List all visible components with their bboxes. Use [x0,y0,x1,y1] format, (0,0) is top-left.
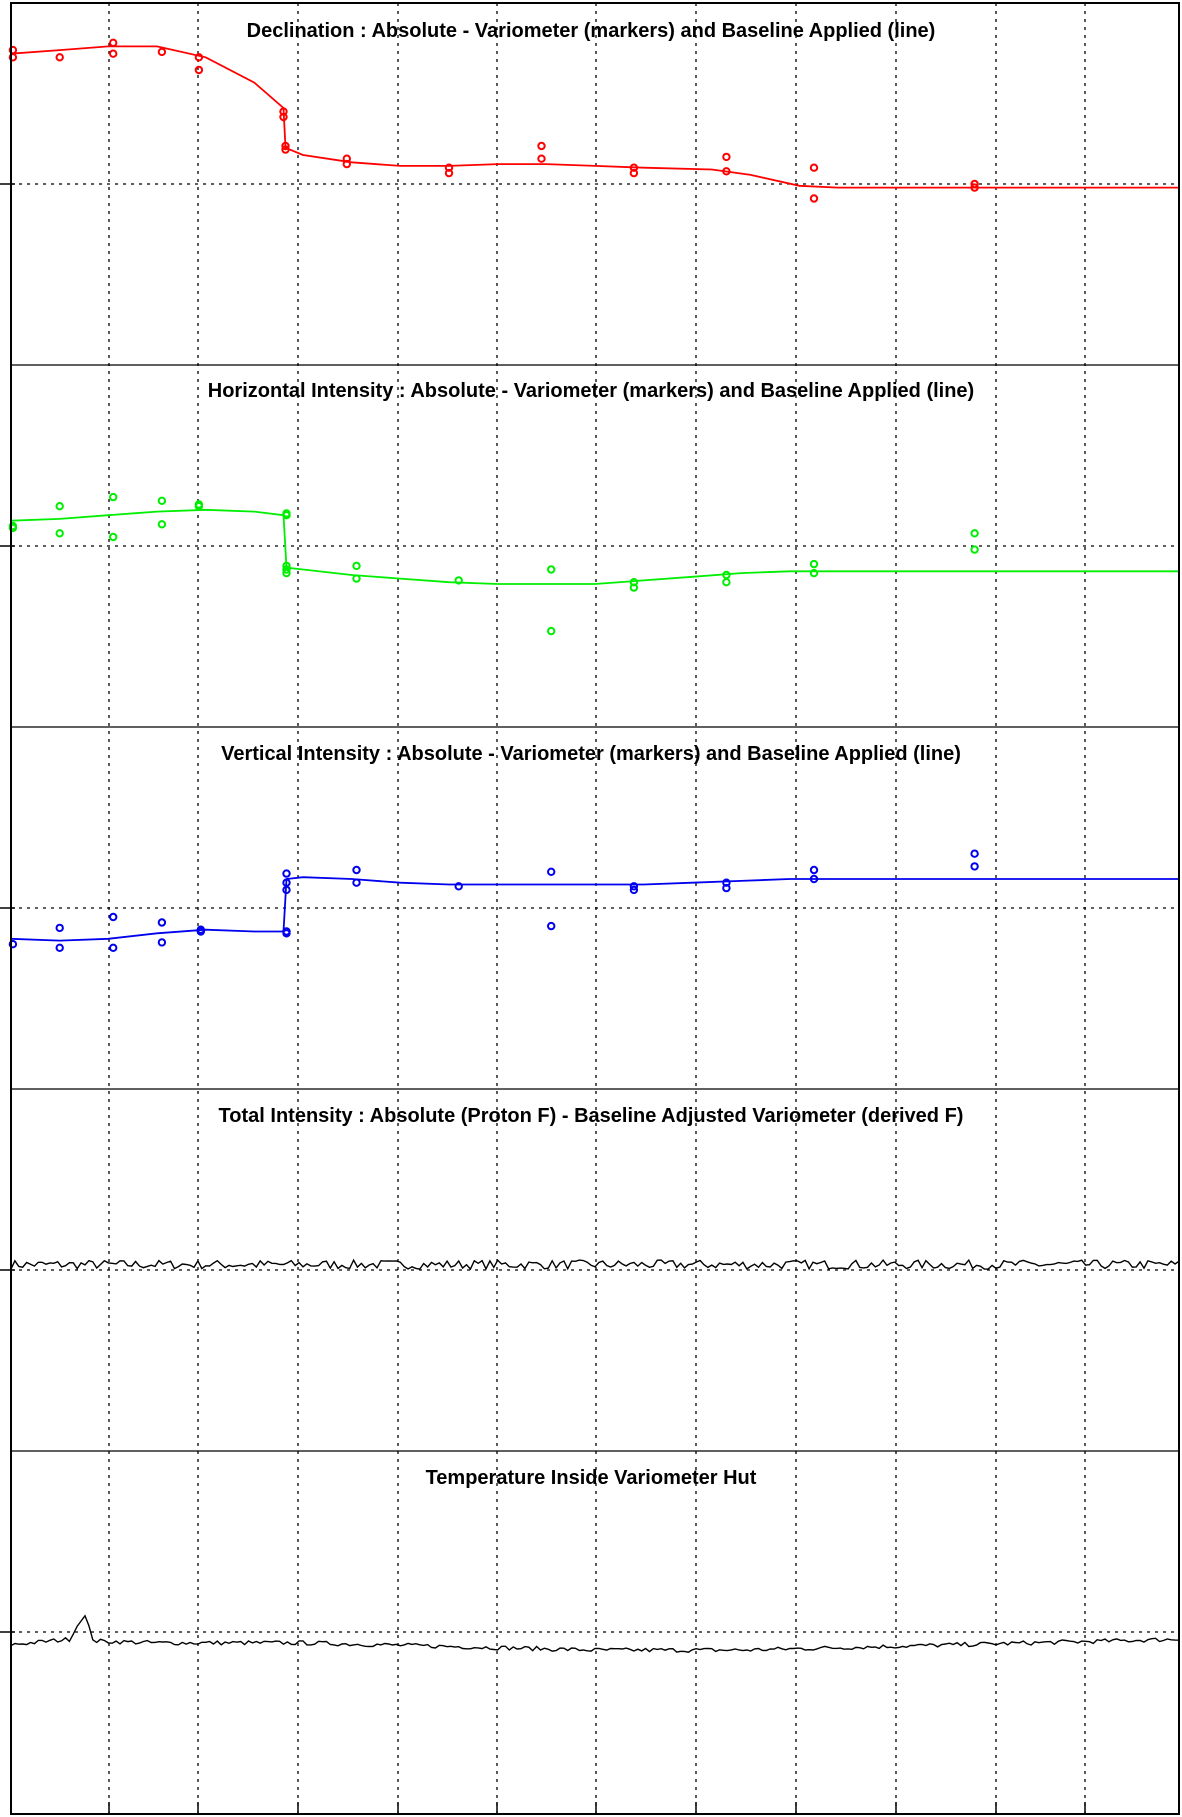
marker-panel-2-18 [454,576,463,585]
marker-panel-3-25 [809,874,819,884]
title-layer: Declination : Absolute - Variometer (mar… [208,20,974,1489]
marker-panel-1-26 [970,183,979,192]
trace-line-panel-4 [10,1258,1180,1271]
series-panel-5 [10,1614,1180,1653]
grid-layer [11,3,1179,1814]
marker-panel-1-12 [281,145,290,154]
panel-title-horizontal-intensity: Horizontal Intensity : Absolute - Variom… [208,380,974,402]
marker-panel-3-12 [282,869,291,878]
marker-panel-3-22 [722,878,731,887]
marker-panel-3-5 [109,943,118,952]
marker-panel-1-24 [809,194,819,203]
marker-panel-3-18 [547,867,556,876]
marker-panel-1-20 [629,168,639,178]
marker-panel-3-7 [157,938,167,947]
marker-panel-2-19 [547,565,556,574]
marker-panel-2-20 [547,626,556,636]
panel-title-temperature: Temperature Inside Variometer Hut [426,1467,757,1489]
marker-panel-2-10 [194,502,204,511]
marker-panel-2-28 [970,545,979,554]
marker-panel-2-24 [722,578,731,587]
marker-panel-2-7 [157,496,167,505]
marker-panel-3-26 [970,849,979,858]
baseline-line-panel-2 [10,508,1179,585]
marker-panel-1-16 [444,163,454,172]
series-panel-3 [8,849,1179,952]
panel-title-declination: Declination : Absolute - Variometer (mar… [247,20,936,42]
marker-panel-3-21 [629,885,639,895]
marker-panel-2-26 [809,568,819,578]
marker-panel-1-14 [342,159,351,169]
marker-panel-1-2 [8,53,18,62]
marker-panel-1-23 [809,163,819,172]
marker-panel-2-3 [55,502,64,511]
marker-panel-1-9 [279,107,288,116]
marker-panel-1-21 [722,152,731,162]
marker-panel-3-6 [157,918,167,927]
marker-panel-1-3 [55,53,64,62]
trace-line-panel-5 [10,1614,1180,1653]
marker-panel-3-17 [454,882,463,891]
marker-panel-3-24 [809,865,819,875]
marker-panel-2-22 [629,583,639,592]
marker-panel-3-16 [352,878,361,887]
marker-panel-3-15 [352,865,361,875]
marker-panel-2-17 [352,574,361,583]
marker-panel-1-5 [109,49,118,58]
marker-panel-2-5 [109,492,118,502]
panel-title-total-intensity: Total Intensity : Absolute (Proton F) - … [219,1105,964,1127]
marker-panel-2-25 [809,559,819,569]
baseline-line-panel-3 [10,876,1179,942]
baseline-line-panel-1 [10,45,1179,189]
marker-panel-2-4 [55,529,64,538]
marker-panel-3-23 [722,883,731,893]
marker-panel-2-12 [282,511,291,520]
marker-panel-3-1 [8,940,18,949]
marker-panel-3-14 [282,885,291,895]
marker-panel-3-9 [196,927,206,936]
marker-panel-3-3 [55,943,64,952]
marker-panel-1-25 [970,179,979,189]
series-panel-4 [10,1258,1180,1271]
marker-panel-2-2 [8,521,18,531]
marker-panel-2-21 [629,578,639,587]
marker-panel-1-18 [537,154,546,163]
marker-panel-1-11 [281,141,290,151]
marker-panel-2-6 [109,532,118,542]
marker-panel-1-7 [194,53,204,62]
marker-panel-3-4 [109,912,118,922]
marker-panel-1-17 [537,141,546,151]
plot-frame [10,2,1180,1815]
marker-panel-1-10 [279,112,288,122]
series-panel-2 [8,492,1179,636]
series-layer [8,38,1180,1653]
marker-panel-2-14 [282,565,291,574]
marker-panel-1-8 [194,65,204,75]
marker-panel-3-19 [547,921,556,931]
marker-panel-3-27 [970,862,979,871]
series-panel-1 [8,38,1179,203]
marker-panel-1-22 [722,167,731,176]
marker-panel-3-20 [629,882,639,891]
panel-title-vertical-intensity: Vertical Intensity : Absolute - Variomet… [221,743,961,765]
marker-panel-2-15 [282,568,291,578]
marker-panel-2-8 [157,520,167,529]
marker-panel-3-2 [55,923,64,933]
marker-panel-1-6 [157,47,167,57]
marker-panel-1-4 [109,38,118,47]
marker-panel-2-27 [970,529,979,538]
marker-panel-3-11 [282,929,291,938]
marker-panel-2-16 [352,561,361,571]
